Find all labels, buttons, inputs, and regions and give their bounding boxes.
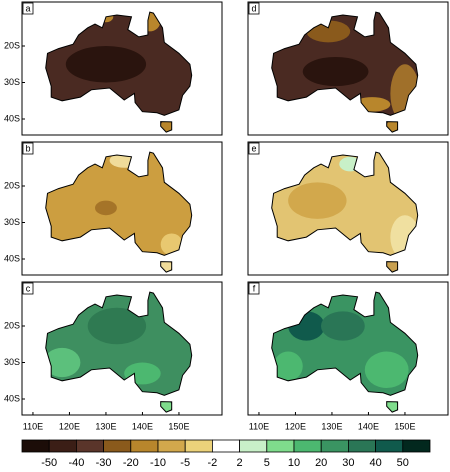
lon-label: 120E — [285, 421, 306, 431]
colorbar-label: -40 — [68, 457, 84, 469]
coastline — [271, 11, 419, 133]
lat-label: 30S — [4, 357, 20, 367]
colorbar-box — [320, 439, 349, 453]
anomaly-region — [364, 351, 409, 389]
colorbar-box — [130, 439, 159, 453]
colorbar-box — [48, 439, 77, 453]
panel-label-box — [248, 282, 260, 295]
colorbar-box — [293, 439, 322, 453]
anomaly-region — [95, 200, 117, 216]
lat-label: 40S — [4, 253, 20, 263]
lat-label: 20S — [4, 40, 20, 50]
lat-label: 40S — [4, 393, 20, 403]
coastline — [45, 291, 193, 413]
anomaly-region — [321, 311, 365, 341]
colorbar-label: 10 — [288, 457, 300, 469]
panel-label: b — [25, 143, 30, 153]
anomaly-region — [45, 347, 81, 378]
colorbar-label: -2 — [208, 457, 218, 469]
lat-label: 40S — [4, 113, 20, 123]
coastline — [271, 291, 419, 413]
anomaly-region — [302, 56, 369, 87]
lon-label: 150E — [394, 421, 415, 431]
coastline — [271, 151, 419, 273]
colorbar-box — [211, 439, 240, 453]
colorbar-box — [239, 439, 268, 453]
panel-label: c — [26, 283, 31, 293]
colorbar-box — [266, 439, 295, 453]
colorbar-box — [347, 439, 376, 453]
panel-label-box — [248, 2, 260, 15]
anomaly-region — [87, 307, 147, 345]
anomaly-region — [288, 182, 347, 219]
colorbar-box — [21, 439, 50, 453]
panel-label: f — [253, 283, 256, 293]
colorbar-label: 40 — [369, 457, 381, 469]
anomaly-region — [273, 351, 303, 381]
lon-label: 130E — [321, 421, 342, 431]
lon-label: 110E — [249, 421, 269, 431]
colorbar-label: 30 — [342, 457, 354, 469]
colorbar-box — [184, 439, 213, 453]
colorbar-label: -30 — [96, 457, 112, 469]
map-panel: d — [247, 1, 449, 136]
lat-label: 20S — [4, 180, 20, 190]
lon-label: 120E — [59, 421, 80, 431]
coastline — [45, 11, 193, 133]
lon-label: 140E — [358, 421, 379, 431]
colorbar-label: 20 — [315, 457, 327, 469]
colorbar-label: 5 — [264, 457, 270, 469]
colorbar-label: 50 — [397, 457, 409, 469]
coastline — [45, 151, 193, 273]
colorbar-label: -5 — [180, 457, 190, 469]
lon-label: 130E — [95, 421, 116, 431]
colorbar-box — [402, 439, 431, 453]
anomaly-region — [65, 46, 147, 83]
lat-label: 20S — [4, 320, 20, 330]
lon-label: 150E — [168, 421, 189, 431]
panel-label: d — [251, 3, 256, 13]
colorbar: -50 -40 -30 -20 -10 -5 -2 2 5 10 20 30 40 50 — [21, 439, 431, 469]
lon-label: 140E — [132, 421, 153, 431]
map-panel: e — [247, 141, 449, 276]
anomaly-region — [160, 233, 183, 256]
colorbar-label: -10 — [150, 457, 166, 469]
panel-label: a — [25, 3, 30, 13]
panel-label-box — [22, 282, 34, 295]
lat-label: 30S — [4, 77, 20, 87]
colorbar-box — [76, 439, 105, 453]
colorbar-box — [103, 439, 132, 453]
map-panel: b 20S 30S 40S — [4, 141, 223, 276]
lon-label: 110E — [23, 421, 43, 431]
lat-label: 30S — [4, 217, 20, 227]
map-panel: f 110E 120E 130E 140E 150E — [247, 281, 449, 431]
panel-label: e — [251, 143, 256, 153]
colorbar-label: -20 — [123, 457, 139, 469]
colorbar-box — [375, 439, 404, 453]
map-panel: c 20S 30S 40S 110E 120E 130E 140E 150E — [4, 281, 223, 431]
panel-label-box — [248, 142, 260, 155]
colorbar-box — [157, 439, 186, 453]
panel-label-box — [22, 2, 34, 15]
colorbar-label: 2 — [237, 457, 243, 469]
map-panel: a 20S 30S 40S — [4, 1, 223, 136]
panel-label-box — [22, 142, 34, 155]
colorbar-label: -50 — [41, 457, 57, 469]
